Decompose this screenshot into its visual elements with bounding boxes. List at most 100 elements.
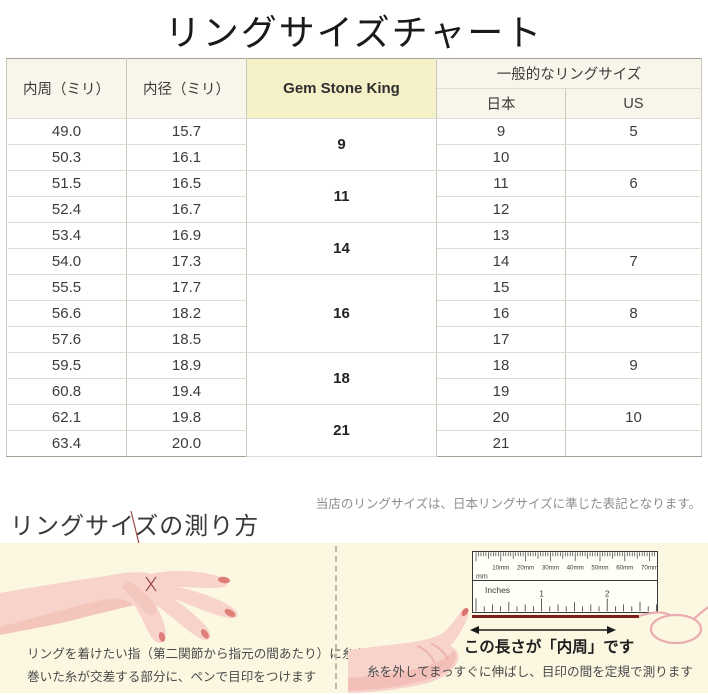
- table-row: 59.5 18.9 18 18 9: [6, 352, 703, 405]
- cell-us-size: 10: [564, 404, 703, 431]
- howto-panel: リングを着けたい指（第二関節から指元の間あたり）に糸を巻き 巻いた糸が交差する部…: [0, 543, 708, 693]
- straight-thread-icon: [472, 615, 639, 618]
- svg-text:30mm: 30mm: [542, 565, 559, 572]
- cell-us-size: [564, 222, 703, 249]
- cell-inner-diameter: 16.1: [126, 144, 247, 171]
- cell-us-size: 9: [564, 352, 703, 379]
- cell-us-size: 6: [564, 170, 703, 197]
- cell-japan-size: 19: [436, 378, 566, 405]
- table-row: 53.4 16.9 14 13: [6, 222, 703, 275]
- cell-japan-size: 11: [436, 170, 566, 197]
- cell-us-size: [564, 430, 703, 457]
- table-row: 54.0 17.3 14 7: [6, 248, 703, 275]
- cell-us-size: [564, 326, 703, 353]
- cell-inner-circumference: 50.3: [6, 144, 127, 171]
- cell-inner-circumference: 63.4: [6, 430, 127, 457]
- cell-us-size: [564, 196, 703, 223]
- thread-wrap-icon: [145, 576, 157, 592]
- svg-text:Inches: Inches: [485, 585, 510, 595]
- cell-inner-circumference: 49.0: [6, 118, 127, 145]
- left-caption-line1: リングを着けたい指（第二関節から指元の間あたり）に糸を巻き: [27, 647, 393, 661]
- svg-text:1: 1: [539, 590, 544, 599]
- cell-gsk-size: 14: [246, 222, 437, 275]
- column-header-general-sizes: 一般的なリングサイズ: [435, 58, 703, 89]
- cell-us-size: 8: [564, 300, 703, 327]
- cell-us-size: 5: [564, 118, 703, 145]
- column-header-inner-diameter: 内径（ミリ）: [126, 58, 247, 119]
- cell-japan-size: 18: [436, 352, 566, 379]
- cell-us-size: [564, 274, 703, 301]
- cell-inner-circumference: 51.5: [6, 170, 127, 197]
- cell-us-size: [564, 144, 703, 171]
- cell-inner-circumference: 59.5: [6, 352, 127, 379]
- left-caption-line2: 巻いた糸が交差する部分に、ペンで目印をつけます: [27, 670, 317, 684]
- table-note: 当店のリングサイズは、日本リングサイズに準じた表記となります。: [315, 497, 701, 511]
- inner-circumference-caption: この長さが「内周」です: [463, 639, 635, 656]
- cell-inner-circumference: 57.6: [6, 326, 127, 353]
- left-caption: リングを着けたい指（第二関節から指元の間あたり）に糸を巻き 巻いた糸が交差する部…: [27, 643, 392, 689]
- svg-text:10mm: 10mm: [492, 565, 509, 572]
- howto-section-title: リングサイズの測り方: [10, 506, 259, 541]
- hand-shade-shape: [0, 598, 134, 635]
- cell-gsk-size: 18: [246, 352, 437, 405]
- cell-gsk-size: 16: [246, 274, 437, 353]
- nail-icon: [158, 632, 166, 642]
- column-header-us: US: [564, 88, 703, 119]
- panel-divider: [335, 546, 337, 689]
- finger-fold-shape: [417, 643, 449, 663]
- cell-inner-diameter: 17.3: [126, 248, 247, 275]
- cell-inner-circumference: 54.0: [6, 248, 127, 275]
- cell-us-size: 7: [564, 248, 703, 275]
- table-row: 62.1 19.8 21 20 10: [6, 404, 703, 457]
- cell-inner-diameter: 18.5: [126, 326, 247, 353]
- svg-text:50mm: 50mm: [591, 565, 608, 572]
- cell-us-size: [564, 378, 703, 405]
- table-row: 60.8 19.4 19: [6, 378, 703, 405]
- cell-inner-diameter: 16.7: [126, 196, 247, 223]
- ring-size-table: 内周（ミリ） 内径（ミリ） Gem Stone King 一般的なリングサイズ …: [6, 58, 703, 457]
- svg-text:2: 2: [605, 590, 610, 599]
- pointing-hand-illustration: [348, 607, 470, 693]
- cell-japan-size: 20: [436, 404, 566, 431]
- cell-japan-size: 17: [436, 326, 566, 353]
- table-row: 57.6 18.5 17: [6, 326, 703, 353]
- svg-text:60mm: 60mm: [616, 565, 633, 572]
- cell-gsk-size: 21: [246, 404, 437, 457]
- cell-gsk-size: 9: [246, 118, 437, 171]
- column-header-inner-circumference: 内周（ミリ）: [6, 58, 127, 119]
- table-row: 63.4 20.0 21: [6, 430, 703, 457]
- cell-japan-size: 14: [436, 248, 566, 275]
- cell-japan-size: 15: [436, 274, 566, 301]
- right-caption: 糸を外してまっすぐに伸ばし、目印の間を定規で測ります: [367, 665, 693, 679]
- cell-inner-diameter: 19.8: [126, 404, 247, 431]
- svg-text:mm: mm: [476, 574, 488, 581]
- table-row: 50.3 16.1 10: [6, 144, 703, 171]
- cell-inner-diameter: 16.9: [126, 222, 247, 249]
- cell-inner-circumference: 60.8: [6, 378, 127, 405]
- nail-icon: [201, 629, 209, 639]
- table-row: 56.6 18.2 16 8: [6, 300, 703, 327]
- svg-text:70mm: 70mm: [641, 565, 658, 572]
- ring-size-table-body: 49.0 15.7 9 9 5 50.3 16.1 10 51.5 16.5 11 11 6 52.4 16…: [6, 118, 703, 457]
- ruler-illustration: 10mm 20mm 30mm 40mm 50mm 60mm 70mm mm Inches 1 2: [472, 551, 658, 613]
- table-row: 55.5 17.7 16 15: [6, 274, 703, 353]
- pointing-shade-shape: [348, 650, 456, 691]
- hand-arm-shape: [0, 570, 238, 643]
- column-header-brand: Gem Stone King: [246, 58, 437, 119]
- nail-icon: [218, 576, 230, 584]
- table-row: 49.0 15.7 9 9 5: [6, 118, 703, 171]
- cell-inner-diameter: 18.2: [126, 300, 247, 327]
- cell-inner-circumference: 62.1: [6, 404, 127, 431]
- cell-japan-size: 12: [436, 196, 566, 223]
- cell-inner-diameter: 18.9: [126, 352, 247, 379]
- svg-text:20mm: 20mm: [517, 565, 534, 572]
- cell-japan-size: 13: [436, 222, 566, 249]
- cell-inner-circumference: 55.5: [6, 274, 127, 301]
- table-row: 51.5 16.5 11 11 6: [6, 170, 703, 223]
- column-header-japan: 日本: [436, 88, 566, 119]
- hand-illustration: [0, 570, 238, 643]
- nail-icon: [461, 608, 469, 616]
- cell-inner-diameter: 20.0: [126, 430, 247, 457]
- cell-japan-size: 16: [436, 300, 566, 327]
- thumb-shape: [122, 581, 157, 616]
